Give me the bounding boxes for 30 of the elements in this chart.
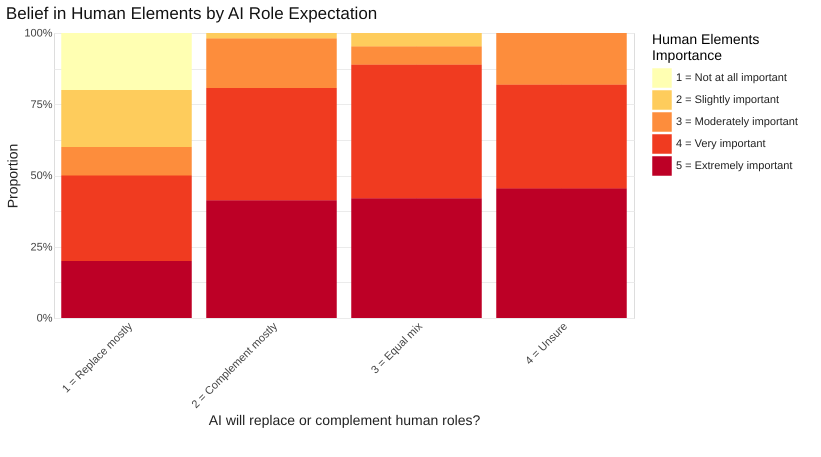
legend-label: 3 = Moderately important — [676, 116, 798, 128]
y-axis-title: Proportion — [4, 144, 20, 208]
bar — [496, 33, 627, 85]
bar — [351, 46, 482, 65]
x-axis-title: AI will replace or complement human roles? — [208, 412, 480, 428]
bar — [206, 38, 337, 88]
bar — [351, 198, 482, 318]
y-tick-label: 100% — [24, 28, 53, 40]
y-tick-label: 25% — [30, 241, 53, 254]
bar — [351, 64, 482, 198]
y-tick-label: 75% — [30, 98, 53, 111]
bar — [61, 90, 192, 147]
chart-title: Belief in Human Elements by AI Role Expectation — [6, 4, 378, 23]
legend-title: Human Elements Importance — [652, 31, 760, 63]
bar — [61, 176, 192, 261]
bar — [351, 33, 482, 46]
bar — [206, 200, 337, 318]
legend-label: 2 = Slightly important — [676, 94, 780, 106]
bar — [61, 33, 192, 90]
bar — [496, 84, 627, 188]
y-tick-label: 0% — [36, 312, 53, 324]
legend-label: 1 = Not at all important — [676, 72, 787, 84]
bar — [61, 261, 192, 318]
bar — [206, 33, 337, 38]
bar — [496, 188, 627, 318]
y-tick-label: 50% — [30, 170, 53, 182]
bar — [206, 88, 337, 200]
legend-label: 5 = Extremely important — [676, 160, 792, 172]
legend-label: 4 = Very important — [676, 138, 766, 150]
bar — [61, 147, 192, 176]
